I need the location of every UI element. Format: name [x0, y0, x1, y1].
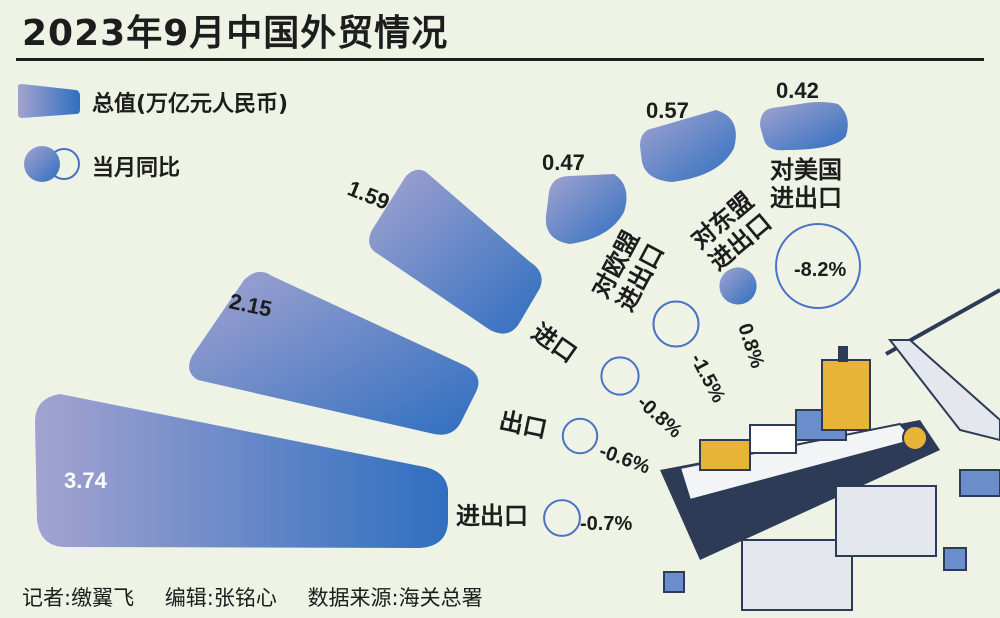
bar-total-trade: [35, 394, 448, 548]
value-label-total-trade: 3.74: [64, 468, 108, 493]
yoy-label: 0.8%: [733, 321, 768, 371]
bar-export: [189, 271, 479, 435]
bar-eu: [545, 174, 627, 244]
bar-asean: [640, 110, 736, 182]
category-label-import: 进口: [527, 318, 582, 368]
footer-credits: 记者:缴翼飞 编辑:张铭心 数据来源:海关总署: [22, 582, 507, 612]
bar-import: [369, 169, 542, 334]
category-label-asean: 对东盟进出口: [686, 187, 777, 276]
category-label-export: 出口: [497, 406, 550, 443]
category-label-eu: 对欧盟进出口: [587, 226, 670, 316]
yoy-label: -0.8%: [633, 391, 687, 442]
yoy-label: -1.5%: [686, 350, 730, 407]
title-divider: [16, 58, 984, 61]
legend-yoy-label: 当月同比: [92, 156, 181, 181]
value-label-usa: 0.42: [776, 78, 819, 103]
footer-reporter: 记者:缴翼飞: [22, 586, 135, 610]
bar-usa: [760, 102, 848, 151]
chart-title: 2023年9月中国外贸情况: [22, 13, 449, 54]
yoy-circle: [719, 267, 757, 305]
legend-circle-filled-icon: [24, 146, 60, 182]
yoy-circle: [600, 356, 640, 396]
yoy-label: -8.2%: [794, 259, 846, 281]
yoy-label: -0.6%: [596, 440, 653, 479]
yoy-circle: [543, 499, 581, 537]
yoy-label: -0.7%: [580, 513, 632, 535]
yoy-circle: [775, 223, 861, 309]
value-label-import: 1.59: [344, 175, 393, 214]
category-label-total-trade: 进出口: [456, 502, 528, 530]
category-label-usa: 对美国进出口: [770, 156, 842, 212]
yoy-circle: [652, 300, 700, 348]
port-illustration: [660, 288, 1000, 611]
value-label-eu: 0.47: [542, 150, 585, 175]
footer-editor: 编辑:张铭心: [164, 586, 277, 610]
value-label-asean: 0.57: [646, 98, 689, 123]
legend-bar-icon: [18, 84, 80, 118]
legend-total-label: 总值(万亿元人民币): [92, 92, 289, 117]
yoy-circle: [561, 417, 599, 455]
footer-source: 数据来源:海关总署: [307, 586, 483, 610]
